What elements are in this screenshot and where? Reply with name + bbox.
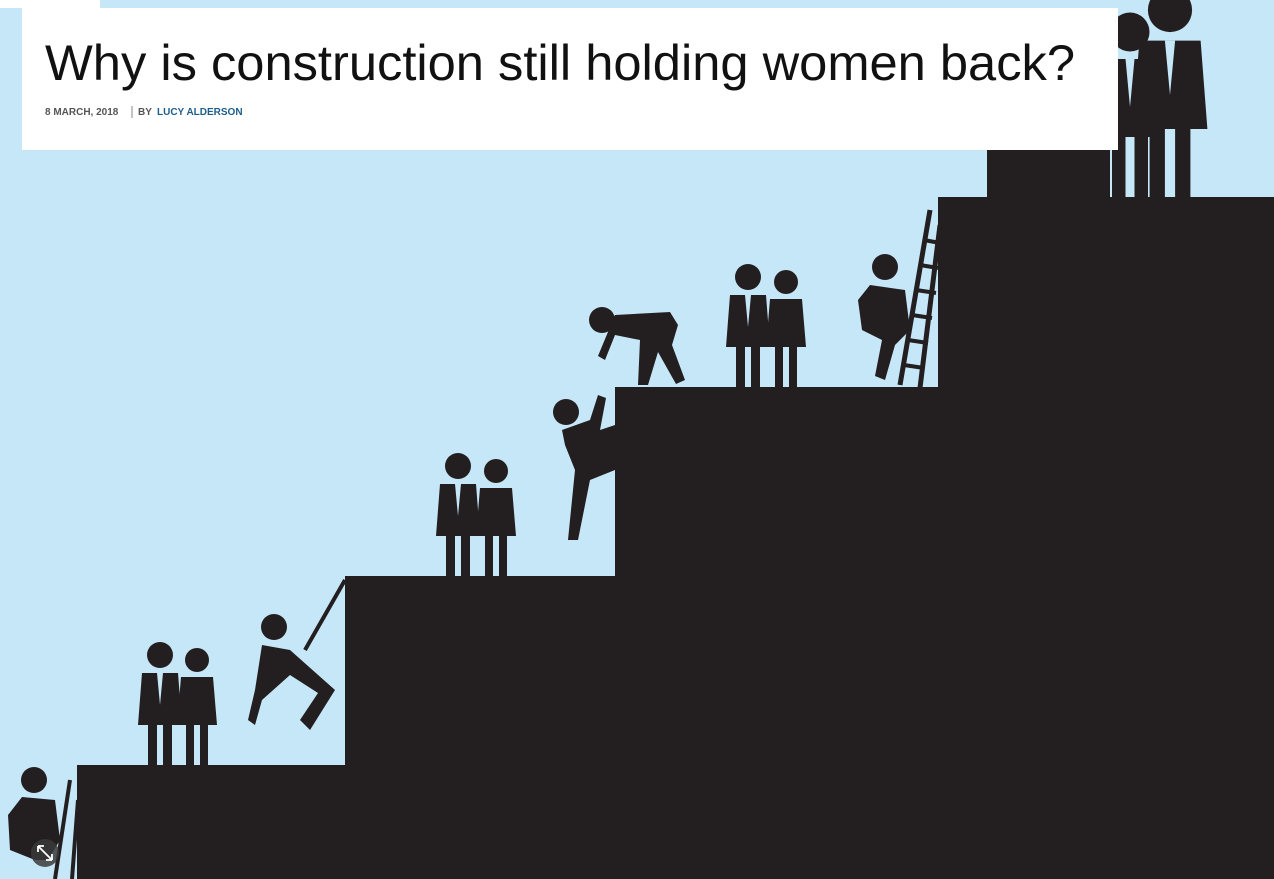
byline-prefix: BY [138, 107, 152, 118]
expand-button[interactable] [31, 839, 59, 867]
page: Why is construction still holding women … [0, 0, 1274, 879]
article-date: 8 MARCH, 2018 [45, 107, 119, 118]
top-strip [0, 0, 100, 8]
article-title: Why is construction still holding women … [45, 35, 1075, 91]
hero: Why is construction still holding women … [0, 0, 1274, 879]
author-link[interactable]: LUCY ALDERSON [157, 107, 243, 118]
